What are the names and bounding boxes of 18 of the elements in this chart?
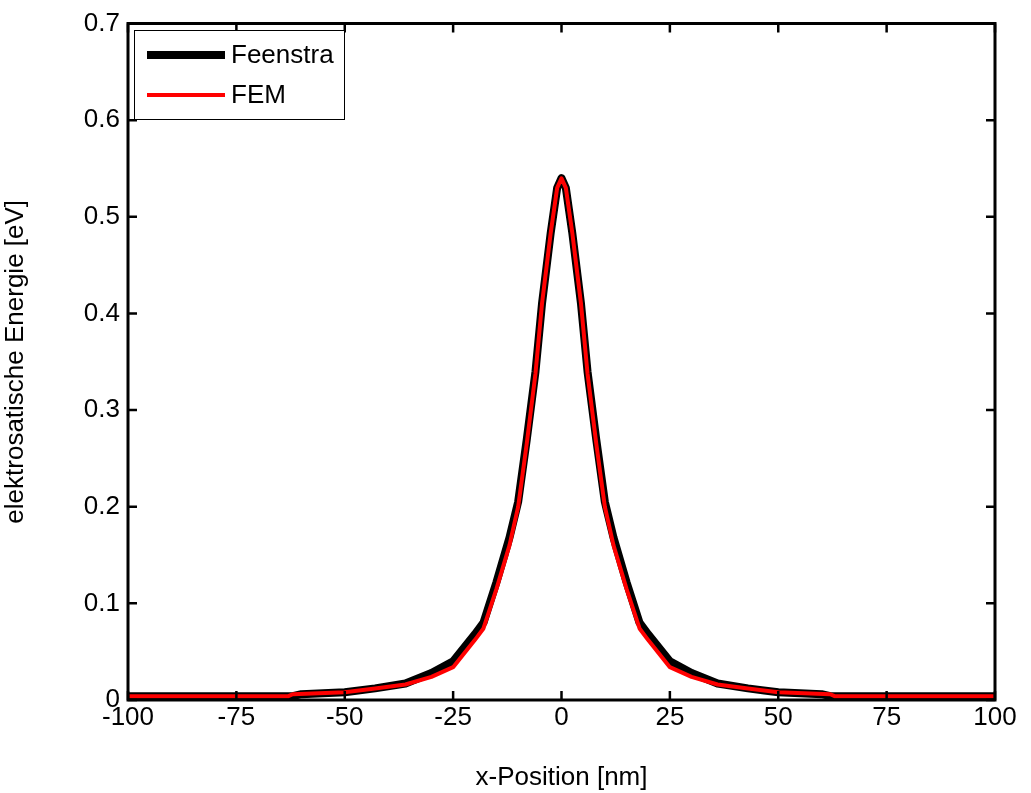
legend-label: FEM — [231, 79, 286, 111]
y-axis-title: elektrosatische Energie [eV] — [0, 199, 29, 524]
x-tick-label: 25 — [655, 700, 685, 731]
x-tick-label: -25 — [434, 700, 472, 731]
x-tick-label: 0 — [554, 700, 569, 731]
y-tick-label: 0.2 — [83, 489, 120, 520]
x-tick-label: -50 — [325, 700, 364, 731]
y-tick-label: 0.5 — [83, 200, 120, 231]
y-tick-label: 0.1 — [83, 586, 120, 617]
legend-label: Feenstra — [231, 39, 334, 71]
y-tick-label: 0.7 — [83, 6, 120, 37]
x-tick-label: -75 — [217, 700, 256, 731]
y-tick-label: 0.6 — [83, 103, 120, 134]
x-tick-label: 50 — [763, 700, 793, 731]
y-tick-label: 0.3 — [83, 393, 120, 424]
x-axis-title: x-Position [nm] — [475, 760, 648, 791]
y-tick-label: 0.4 — [83, 296, 120, 327]
x-tick-label: 75 — [872, 700, 902, 731]
